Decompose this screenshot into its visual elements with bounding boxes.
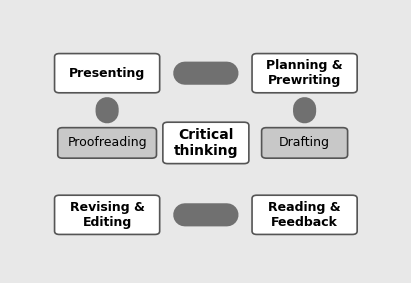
FancyBboxPatch shape	[262, 128, 348, 158]
FancyBboxPatch shape	[252, 53, 357, 93]
Text: Revising &
Editing: Revising & Editing	[70, 201, 145, 229]
Text: Critical
thinking: Critical thinking	[173, 128, 238, 158]
FancyBboxPatch shape	[55, 53, 159, 93]
Text: Planning &
Prewriting: Planning & Prewriting	[266, 59, 343, 87]
FancyBboxPatch shape	[55, 195, 159, 234]
Text: Drafting: Drafting	[279, 136, 330, 149]
Text: Proofreading: Proofreading	[67, 136, 147, 149]
Text: Reading &
Feedback: Reading & Feedback	[268, 201, 341, 229]
FancyBboxPatch shape	[163, 122, 249, 164]
FancyBboxPatch shape	[252, 195, 357, 234]
FancyBboxPatch shape	[58, 128, 157, 158]
Text: Presenting: Presenting	[69, 67, 145, 80]
